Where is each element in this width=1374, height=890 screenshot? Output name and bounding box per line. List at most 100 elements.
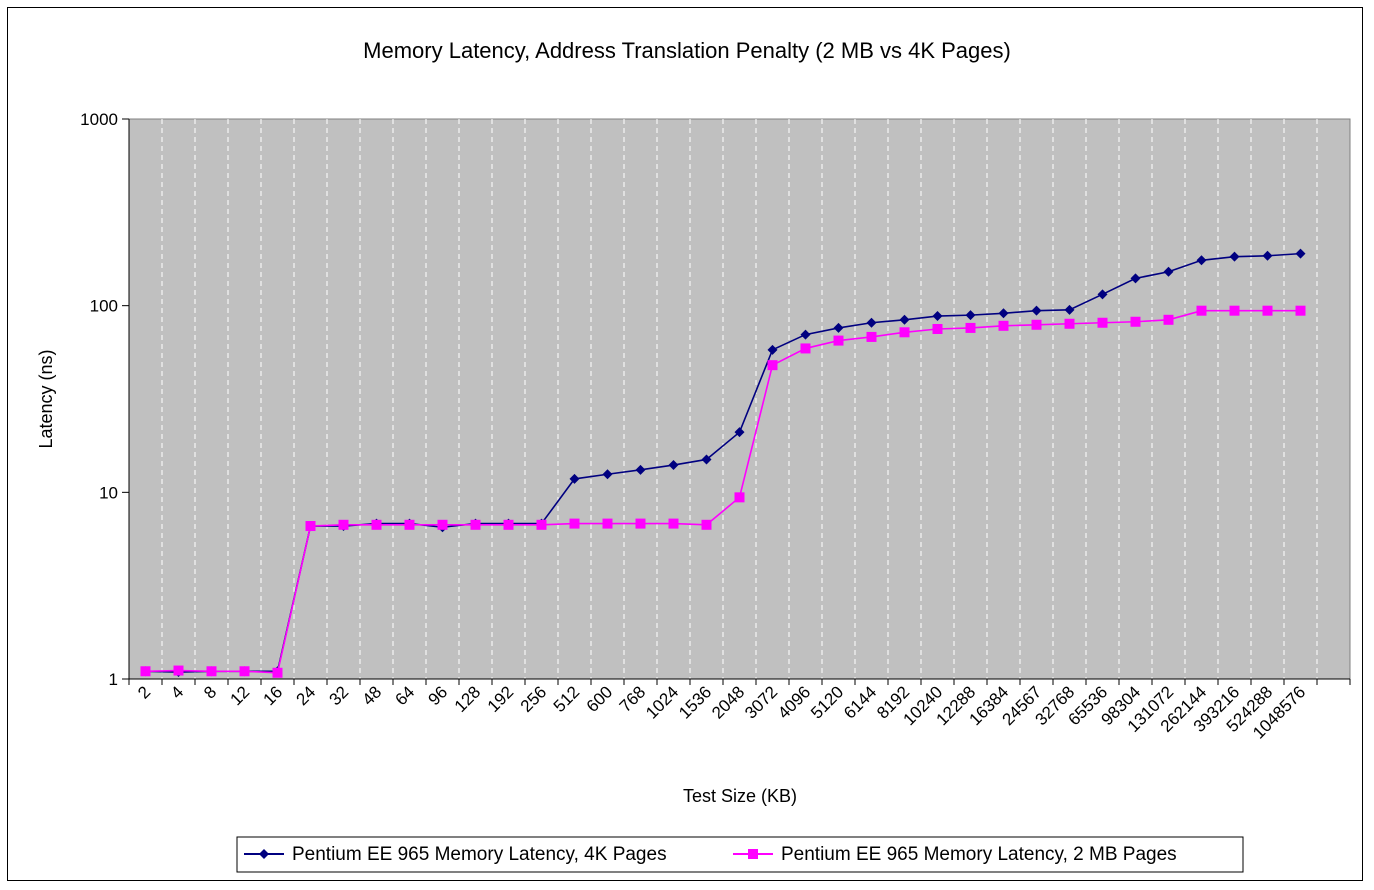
- x-tick-label: 16: [260, 682, 287, 709]
- data-point: [272, 667, 283, 678]
- data-point: [503, 519, 514, 530]
- data-point: [1064, 304, 1075, 315]
- x-tick-label: 96: [425, 682, 452, 709]
- x-tick-label: 64: [392, 682, 419, 709]
- data-point: [635, 518, 646, 529]
- data-point: [899, 314, 910, 325]
- y-axis-label: Latency (ns): [36, 349, 56, 448]
- data-point: [1163, 266, 1174, 277]
- data-point: [866, 331, 877, 342]
- x-tick-label: 6144: [840, 682, 880, 722]
- data-point: [1196, 305, 1207, 316]
- data-point: [668, 518, 679, 529]
- data-point: [701, 454, 712, 465]
- x-tick-label: 5120: [807, 682, 847, 722]
- data-point: [800, 343, 811, 354]
- x-tick-label: 3072: [741, 682, 781, 722]
- x-axis: 2 4 8 12 16 24 32 48 64 96 128 192 256 512 600 76810241…: [128, 678, 1351, 743]
- data-point: [932, 311, 943, 322]
- data-point: [965, 322, 976, 333]
- x-tick-label: 24: [293, 682, 320, 709]
- data-point: [1130, 273, 1141, 284]
- data-point: [206, 666, 217, 677]
- data-point: [1130, 316, 1141, 327]
- data-point: [1196, 255, 1207, 266]
- data-point: [1097, 289, 1108, 300]
- legend-label-2mb: Pentium EE 965 Memory Latency, 2 MB Page…: [781, 844, 1177, 865]
- x-tick-label: 128: [451, 682, 484, 715]
- data-point: [602, 469, 613, 480]
- y-tick-label: 10: [99, 483, 118, 502]
- data-point: [734, 492, 745, 503]
- data-point: [1295, 305, 1306, 316]
- data-point: [1262, 250, 1273, 261]
- legend-marker-2mb: [748, 849, 758, 859]
- x-tick-label: 2048: [708, 682, 748, 722]
- data-point: [1097, 317, 1108, 328]
- data-point: [437, 519, 448, 530]
- data-point: [767, 360, 778, 371]
- data-point: [602, 518, 613, 529]
- data-point: [800, 329, 811, 340]
- x-tick-label: 600: [583, 682, 616, 715]
- data-point: [635, 464, 646, 475]
- series-layer: [140, 248, 1306, 678]
- data-point: [767, 344, 778, 355]
- plot-area: [128, 118, 1351, 680]
- x-tick-label: 512: [550, 682, 583, 715]
- data-point: [734, 427, 745, 438]
- x-tick-label: 4: [167, 682, 187, 702]
- data-point: [1064, 318, 1075, 329]
- x-tick-label: 192: [484, 682, 517, 715]
- data-point: [239, 666, 250, 677]
- x-tick-label: 1536: [675, 682, 715, 722]
- x-axis-label: Test Size (KB): [683, 786, 797, 806]
- y-tick-label: 1000: [80, 110, 118, 129]
- data-point: [998, 320, 1009, 331]
- x-tick-label: 1024: [642, 682, 682, 722]
- grid-lines: [161, 119, 1318, 679]
- y-tick-label: 1: [109, 670, 118, 689]
- data-point: [569, 473, 580, 484]
- data-point: [569, 518, 580, 529]
- data-point: [932, 323, 943, 334]
- x-tick-label: 32: [326, 682, 353, 709]
- legend-label-4k: Pentium EE 965 Memory Latency, 4K Pages: [292, 844, 667, 865]
- data-point: [1031, 319, 1042, 330]
- data-point: [536, 519, 547, 530]
- data-point: [833, 335, 844, 346]
- x-tick-label: 12: [227, 682, 254, 709]
- data-point: [470, 519, 481, 530]
- x-tick-label: 4096: [774, 682, 814, 722]
- data-point: [140, 666, 151, 677]
- chart-title: Memory Latency, Address Translation Pena…: [363, 38, 1011, 63]
- data-point: [1262, 305, 1273, 316]
- data-point: [998, 308, 1009, 319]
- y-axis: 1 10 100 1000: [80, 110, 130, 689]
- x-tick-label: 2: [134, 682, 154, 702]
- data-point: [965, 310, 976, 321]
- data-point: [1163, 314, 1174, 325]
- data-point: [404, 519, 415, 530]
- data-point: [899, 327, 910, 338]
- data-point: [1229, 251, 1240, 262]
- data-point: [668, 460, 679, 471]
- data-point: [1031, 305, 1042, 316]
- x-tick-label: 256: [517, 682, 550, 715]
- x-tick-label: 8: [200, 682, 220, 702]
- y-tick-label: 100: [90, 297, 118, 316]
- x-tick-label: 48: [359, 682, 386, 709]
- data-point: [305, 521, 316, 532]
- data-point: [833, 322, 844, 333]
- legend: Pentium EE 965 Memory Latency, 4K Pages …: [236, 836, 1244, 873]
- data-point: [1295, 248, 1306, 259]
- data-point: [866, 317, 877, 328]
- data-point: [371, 519, 382, 530]
- data-point: [1229, 305, 1240, 316]
- series-line-1: [145, 309, 1301, 674]
- data-point: [701, 519, 712, 530]
- series-line-0: [145, 252, 1301, 673]
- data-point: [173, 665, 184, 676]
- data-point: [338, 519, 349, 530]
